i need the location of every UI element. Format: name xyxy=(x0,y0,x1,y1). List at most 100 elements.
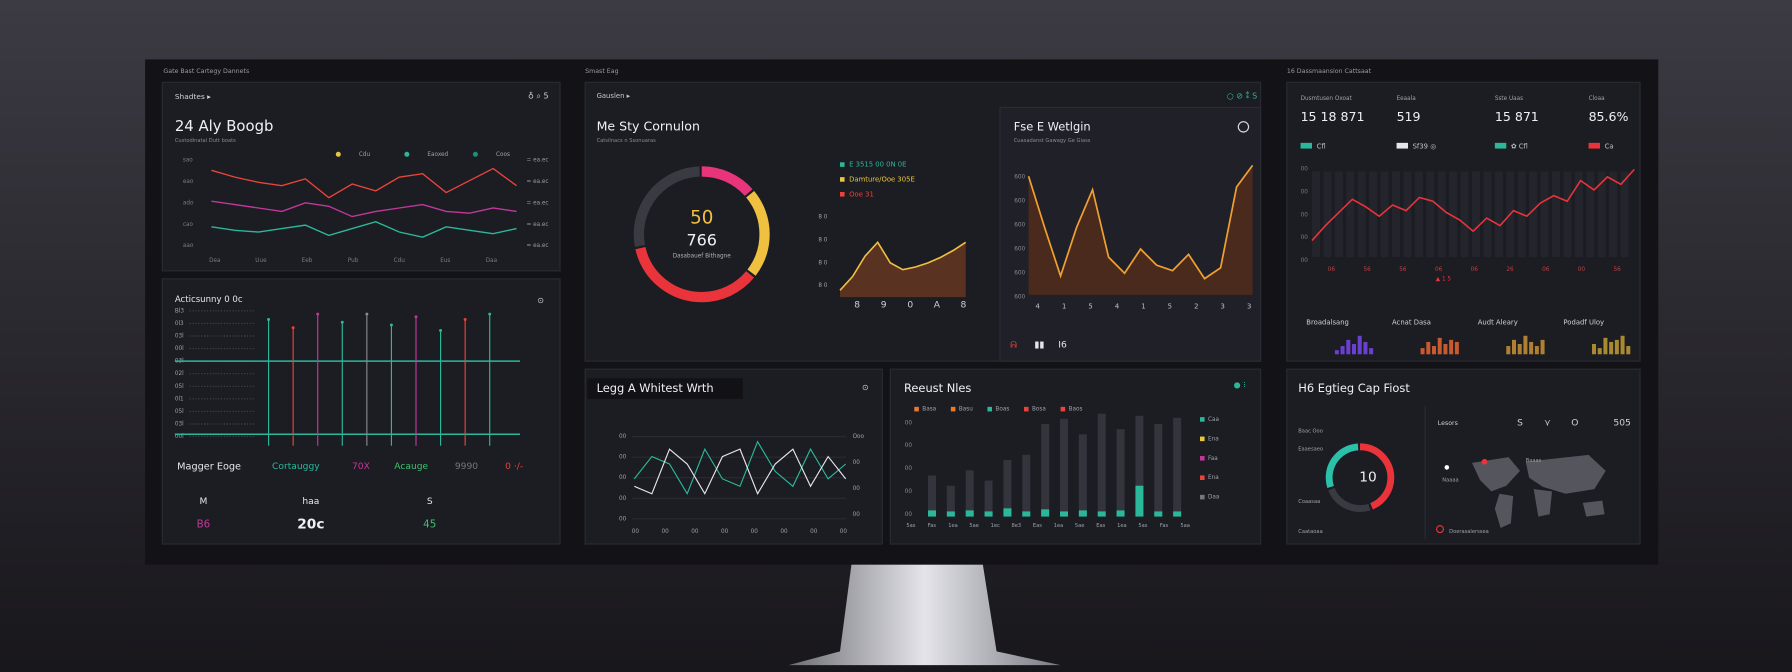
tick-label: Fas xyxy=(1160,523,1169,529)
bar-accent xyxy=(1022,511,1031,517)
tick-label: ado xyxy=(183,200,194,206)
donut-value: 50 xyxy=(690,207,713,228)
tick-label: 00 xyxy=(905,489,913,495)
footer-icon: ᕱ xyxy=(1010,341,1017,351)
legend-label: Bosa xyxy=(1032,407,1046,413)
line-series xyxy=(211,220,517,238)
legend-label: Basa xyxy=(922,407,936,413)
mini-bar xyxy=(1523,335,1528,355)
mini-bar xyxy=(1517,344,1522,355)
tick-label: Uue xyxy=(255,258,267,264)
legend-swatch xyxy=(1200,456,1205,461)
legend-label: Faa xyxy=(1208,456,1218,462)
label: Smast Eag xyxy=(585,68,618,75)
tick-label: 5 xyxy=(1088,302,1092,310)
legend-label: Boas xyxy=(995,407,1009,413)
stat-value: 15 18 871 xyxy=(1301,109,1365,124)
spike-dot xyxy=(291,326,295,330)
tick-label: 1ea xyxy=(1117,523,1127,529)
donut-segment xyxy=(1325,443,1395,512)
bar xyxy=(1173,417,1182,517)
tick-label: 00 xyxy=(619,516,627,522)
mini-bar xyxy=(1340,346,1345,355)
bar-accent xyxy=(1135,485,1144,517)
table-cell: 45 xyxy=(423,519,436,531)
tick-label: 00 xyxy=(662,529,670,535)
bg-column xyxy=(1494,171,1503,258)
mini-bar xyxy=(1529,341,1534,355)
panel xyxy=(889,368,1262,545)
world-map xyxy=(1472,454,1606,528)
tick-label: = ea.ec xyxy=(527,200,549,206)
bg-column xyxy=(1334,171,1343,258)
map-pin xyxy=(1481,458,1488,465)
spike-dot xyxy=(267,318,271,322)
mini-bar xyxy=(1534,346,1539,355)
tick-label: = ea.ec xyxy=(527,222,549,228)
legend-swatch xyxy=(840,177,845,182)
map-pin xyxy=(1436,525,1444,534)
mini-bar xyxy=(1437,337,1442,355)
tick-label: 00 xyxy=(905,512,913,518)
label: Gauslen ▸ xyxy=(597,92,631,100)
line-series xyxy=(1311,168,1635,242)
panel-title: 24 Aly Boogb xyxy=(175,117,274,135)
bar-accent xyxy=(1003,508,1012,517)
tick-label: 00 xyxy=(1301,190,1309,196)
legend-swatch xyxy=(914,406,919,412)
footer-label: Magger Eoge xyxy=(177,461,241,472)
footer-icon: I6 xyxy=(1058,341,1067,351)
bg-column xyxy=(1369,171,1378,258)
legend-label: Ooe 31 xyxy=(849,190,874,198)
badge: Cfl xyxy=(1317,142,1326,150)
panel-title: Acticsunny 0 0c xyxy=(175,295,243,305)
tick-label: 56 xyxy=(1614,267,1622,273)
tick-label: 1ea xyxy=(948,523,958,529)
bg-column xyxy=(1609,171,1618,258)
tick-label: = ea.ec xyxy=(527,157,549,163)
tick-label: sao xyxy=(183,157,193,163)
toolbar-item: O xyxy=(1571,418,1578,428)
spike-dot xyxy=(439,329,443,333)
legend-label: Ena xyxy=(1208,475,1219,481)
tick-label: 8 xyxy=(854,301,860,311)
mini-bar xyxy=(1626,346,1631,355)
stand xyxy=(788,564,1061,666)
label: Dusmtusen Oxoat xyxy=(1301,96,1353,102)
bg-column xyxy=(1414,171,1423,258)
legend-swatch xyxy=(1060,406,1066,412)
line-series xyxy=(634,448,847,496)
mini-title: Podadf Uloy xyxy=(1563,318,1604,326)
tick-label: 00 xyxy=(853,460,861,466)
tick-label: Daa xyxy=(486,258,497,264)
tick-label: 8 0 xyxy=(818,283,827,289)
tick-label: 5as xyxy=(1138,523,1147,529)
mini-title: Acnat Dasa xyxy=(1392,318,1431,326)
tick-label: 8 xyxy=(961,301,967,311)
tick-label: = ea.ec xyxy=(527,243,549,249)
icons: ♁ ⌕ 5 xyxy=(528,92,549,101)
tick-label: 00 xyxy=(619,475,627,481)
bar xyxy=(1041,424,1050,517)
footer-icon: ▮▮ xyxy=(1034,341,1044,351)
tick-label: Cdu xyxy=(394,258,406,264)
tick-label: 00 xyxy=(1578,267,1586,273)
tick-label: 06 xyxy=(1471,267,1479,273)
bar-accent xyxy=(928,510,936,517)
label: Cuasadanst Gawagy Ge Giass xyxy=(1014,138,1091,144)
label: Caataoaa xyxy=(1298,529,1322,535)
tick-label: 1 xyxy=(1141,302,1145,310)
tick-label: aao xyxy=(183,243,194,249)
tick-label: 00 xyxy=(853,486,861,492)
label: Coaasaa xyxy=(1298,499,1320,505)
mini-bar xyxy=(1454,341,1459,355)
bar-accent xyxy=(1173,511,1182,517)
panels xyxy=(161,81,1641,545)
legend-swatch xyxy=(1200,475,1205,480)
mini-bar xyxy=(1603,337,1608,355)
caption: Dasabauef Bithagne xyxy=(673,253,731,259)
badge-swatch xyxy=(1300,142,1312,149)
bar xyxy=(1022,454,1031,517)
line-series xyxy=(211,167,517,199)
bar-accent xyxy=(984,511,993,517)
